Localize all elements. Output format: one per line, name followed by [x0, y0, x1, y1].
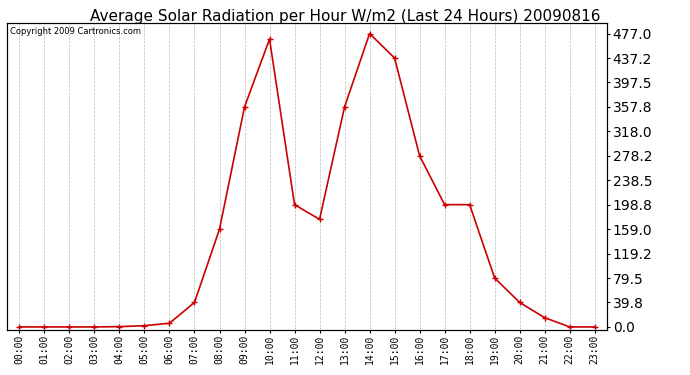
Text: Copyright 2009 Cartronics.com: Copyright 2009 Cartronics.com: [10, 27, 141, 36]
Text: Average Solar Radiation per Hour W/m2 (Last 24 Hours) 20090816: Average Solar Radiation per Hour W/m2 (L…: [90, 9, 600, 24]
